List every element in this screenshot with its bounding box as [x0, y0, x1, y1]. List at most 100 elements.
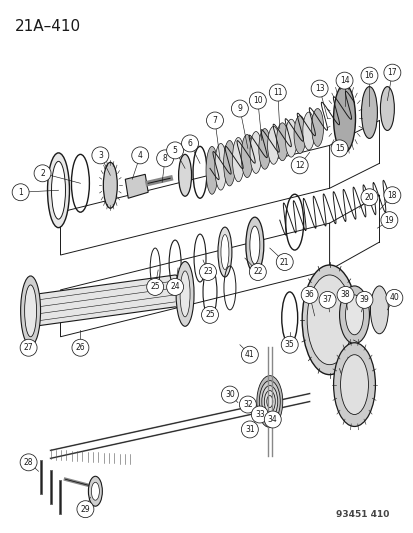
Text: 37: 37: [322, 295, 332, 304]
Text: 20: 20: [364, 193, 373, 201]
Ellipse shape: [21, 276, 40, 346]
Ellipse shape: [311, 109, 323, 147]
Circle shape: [335, 72, 352, 89]
Text: 35: 35: [284, 340, 294, 349]
Text: 1: 1: [18, 188, 23, 197]
Ellipse shape: [178, 155, 191, 196]
Text: 21A–410: 21A–410: [14, 19, 81, 34]
Text: 13: 13: [314, 84, 324, 93]
Ellipse shape: [306, 275, 351, 365]
Text: 24: 24: [170, 282, 180, 292]
Text: 21: 21: [279, 257, 289, 266]
Ellipse shape: [241, 134, 253, 177]
Circle shape: [251, 406, 268, 423]
Ellipse shape: [249, 226, 259, 264]
Text: 33: 33: [254, 410, 264, 419]
Text: 25: 25: [150, 282, 159, 292]
Text: 9: 9: [237, 104, 242, 113]
Text: 7: 7: [212, 116, 217, 125]
Circle shape: [241, 346, 258, 363]
Text: 22: 22: [252, 268, 262, 277]
Ellipse shape: [245, 217, 263, 273]
Ellipse shape: [339, 286, 368, 344]
Ellipse shape: [285, 119, 297, 157]
Ellipse shape: [276, 123, 288, 160]
Text: 36: 36: [304, 290, 314, 300]
Ellipse shape: [88, 477, 102, 506]
Text: 31: 31: [244, 425, 254, 434]
Ellipse shape: [214, 143, 226, 190]
Text: 10: 10: [252, 96, 262, 105]
Text: 16: 16: [364, 71, 373, 80]
Text: 12: 12: [294, 161, 304, 170]
Text: 27: 27: [24, 343, 33, 352]
Ellipse shape: [380, 86, 394, 131]
Text: 2: 2: [40, 169, 45, 178]
Text: 30: 30: [225, 390, 234, 399]
Ellipse shape: [258, 128, 270, 169]
Circle shape: [201, 306, 218, 324]
Ellipse shape: [259, 381, 280, 423]
Text: 8: 8: [162, 154, 167, 163]
Text: 39: 39: [359, 295, 368, 304]
Ellipse shape: [51, 161, 65, 219]
Circle shape: [156, 150, 173, 167]
Polygon shape: [31, 275, 185, 327]
Circle shape: [360, 189, 377, 206]
Text: 32: 32: [242, 400, 252, 409]
Circle shape: [268, 84, 285, 101]
Ellipse shape: [256, 376, 282, 427]
Text: 93451 410: 93451 410: [335, 510, 389, 519]
Text: 38: 38: [340, 290, 349, 300]
Ellipse shape: [217, 227, 231, 277]
Text: 29: 29: [81, 505, 90, 514]
Circle shape: [72, 340, 89, 356]
Text: 23: 23: [203, 268, 212, 277]
Circle shape: [77, 500, 94, 518]
Circle shape: [20, 340, 37, 356]
Text: 25: 25: [205, 310, 214, 319]
Circle shape: [20, 454, 37, 471]
Ellipse shape: [340, 354, 368, 415]
Circle shape: [355, 292, 372, 309]
Circle shape: [166, 278, 183, 295]
Circle shape: [221, 386, 238, 403]
Ellipse shape: [206, 147, 217, 194]
Circle shape: [385, 289, 402, 306]
Circle shape: [383, 64, 400, 81]
Ellipse shape: [302, 112, 314, 150]
Ellipse shape: [333, 343, 375, 426]
Circle shape: [166, 142, 183, 159]
Text: 41: 41: [244, 350, 254, 359]
Circle shape: [199, 263, 216, 280]
Circle shape: [275, 254, 292, 270]
Text: 40: 40: [389, 293, 398, 302]
Circle shape: [263, 411, 280, 428]
Circle shape: [380, 212, 397, 229]
Circle shape: [290, 157, 307, 174]
Circle shape: [241, 421, 258, 438]
Ellipse shape: [223, 141, 235, 186]
Ellipse shape: [249, 132, 261, 173]
Circle shape: [318, 292, 335, 309]
Text: 4: 4: [138, 151, 142, 160]
Circle shape: [92, 147, 109, 164]
Text: 6: 6: [187, 139, 192, 148]
Circle shape: [280, 336, 297, 353]
Polygon shape: [125, 174, 148, 198]
Text: 5: 5: [172, 146, 177, 155]
Ellipse shape: [176, 262, 194, 326]
Circle shape: [249, 92, 266, 109]
Text: 18: 18: [387, 191, 396, 200]
Circle shape: [131, 147, 148, 164]
Circle shape: [300, 286, 317, 303]
Ellipse shape: [345, 295, 363, 335]
Ellipse shape: [267, 126, 279, 164]
Ellipse shape: [266, 395, 272, 408]
Text: 15: 15: [334, 144, 344, 153]
Circle shape: [311, 80, 327, 97]
Circle shape: [12, 184, 29, 201]
Ellipse shape: [232, 138, 244, 182]
Circle shape: [330, 140, 347, 157]
Ellipse shape: [24, 285, 36, 337]
